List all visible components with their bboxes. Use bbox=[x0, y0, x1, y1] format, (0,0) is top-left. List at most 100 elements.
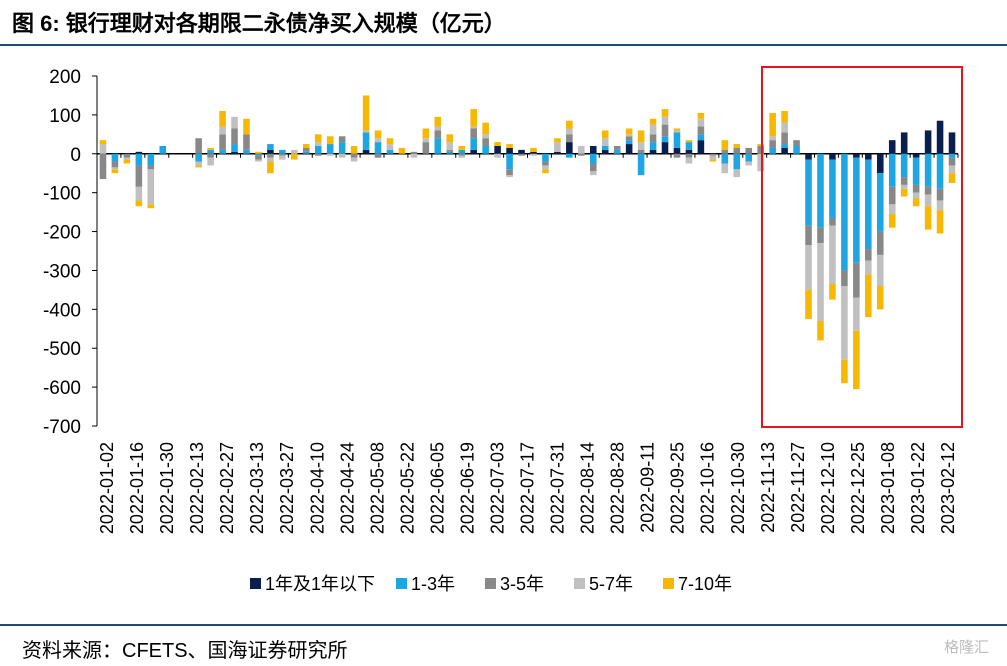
x-tick-label: 2022-11-13 bbox=[758, 442, 778, 533]
bar-segment bbox=[291, 153, 298, 160]
bar-segment bbox=[661, 124, 669, 137]
x-tick-label: 2022-01-02 bbox=[97, 442, 117, 534]
bar-segment bbox=[374, 142, 382, 154]
bar-segment bbox=[506, 144, 513, 148]
bar-segment bbox=[350, 146, 358, 154]
bar-segment bbox=[948, 173, 956, 183]
x-tick-label: 2023-01-08 bbox=[878, 442, 898, 534]
y-tick-label: -700 bbox=[43, 417, 81, 438]
bar-segment bbox=[362, 130, 370, 133]
bar-segment bbox=[518, 149, 525, 154]
bar-segment bbox=[865, 249, 872, 261]
bar-segment bbox=[458, 149, 466, 154]
bar-segment bbox=[900, 188, 908, 197]
bar-segment bbox=[888, 214, 896, 228]
bar-segment bbox=[231, 128, 238, 145]
x-tick-label: 2022-05-08 bbox=[367, 442, 387, 534]
bar-segment bbox=[649, 118, 657, 125]
bar-segment bbox=[924, 186, 932, 195]
bar-segment bbox=[434, 116, 442, 127]
bar-segment bbox=[566, 142, 573, 154]
bar-segment bbox=[900, 177, 908, 185]
bar-segment bbox=[374, 138, 382, 143]
bar-segment bbox=[195, 165, 202, 168]
bar-segment bbox=[482, 138, 489, 146]
bar-segment bbox=[697, 140, 705, 154]
x-tick-label: 2022-08-28 bbox=[608, 442, 628, 534]
bar-segment bbox=[374, 153, 382, 158]
source-rule bbox=[0, 624, 1007, 626]
bar-segment bbox=[769, 140, 776, 148]
bar-segment bbox=[900, 132, 908, 154]
legend-swatch bbox=[250, 578, 261, 589]
x-tick-label: 2022-07-17 bbox=[518, 442, 538, 534]
bar-segment bbox=[398, 147, 406, 154]
bar-segment bbox=[781, 144, 788, 148]
bar-segment bbox=[135, 186, 143, 201]
bar-segment bbox=[841, 153, 848, 271]
bar-segment bbox=[255, 155, 262, 160]
bar-segment bbox=[446, 134, 454, 143]
bar-segment bbox=[566, 120, 573, 129]
bar-segment bbox=[709, 159, 717, 162]
bar-segment bbox=[817, 153, 824, 228]
y-tick-label: -200 bbox=[43, 223, 81, 244]
bar-segment bbox=[865, 260, 872, 275]
bar-segment bbox=[649, 124, 657, 135]
bar-segment bbox=[219, 111, 226, 127]
bar-segment bbox=[267, 144, 274, 150]
bar-segment bbox=[601, 146, 609, 150]
bar-segment bbox=[314, 153, 322, 156]
bar-segment bbox=[195, 138, 202, 154]
bar-segment bbox=[279, 153, 286, 156]
bar-segment bbox=[613, 146, 621, 150]
y-tick-label: 200 bbox=[49, 67, 81, 88]
x-tick-label: 2022-04-10 bbox=[307, 442, 327, 534]
bar-segment bbox=[589, 171, 597, 176]
chart-axes: 200 100 0 -100 -200 -300 -400 -500 -600 -700 bbox=[43, 67, 959, 438]
bar-segment bbox=[482, 146, 489, 154]
bar-segment bbox=[721, 153, 729, 164]
bar-segment bbox=[147, 165, 155, 170]
bar-segment bbox=[769, 112, 776, 137]
x-tick-label: 2022-12-25 bbox=[848, 442, 868, 534]
bar-segment bbox=[434, 138, 442, 154]
bar-segment bbox=[267, 153, 274, 158]
y-tick-label: -500 bbox=[43, 339, 81, 360]
bar-segment bbox=[721, 149, 729, 154]
bar-segment bbox=[805, 245, 812, 290]
bar-segment bbox=[625, 136, 633, 141]
bar-segment bbox=[661, 136, 669, 143]
bar-segment bbox=[625, 128, 633, 135]
bar-segment bbox=[876, 173, 884, 232]
bar-segment bbox=[685, 140, 693, 143]
bar-segment bbox=[661, 142, 669, 154]
bar-segment bbox=[111, 153, 119, 162]
bar-segment bbox=[589, 153, 597, 164]
bar-segment bbox=[578, 146, 585, 154]
bar-segment bbox=[805, 153, 812, 160]
legend-swatch bbox=[574, 578, 585, 589]
bar-segment bbox=[99, 140, 107, 145]
chart-bars bbox=[99, 95, 956, 390]
bar-segment bbox=[434, 126, 442, 131]
bar-segment bbox=[805, 225, 812, 246]
bar-segment bbox=[386, 149, 394, 154]
bar-segment bbox=[637, 153, 645, 176]
x-tick-label: 2022-08-14 bbox=[578, 442, 598, 534]
bar-segment bbox=[805, 289, 812, 320]
bar-segment bbox=[589, 163, 597, 172]
bar-segment bbox=[721, 140, 729, 150]
highlight-box bbox=[761, 66, 963, 428]
bar-segment bbox=[542, 153, 549, 162]
bar-segment bbox=[601, 138, 609, 146]
bar-segment bbox=[231, 151, 238, 154]
bar-segment bbox=[948, 132, 956, 154]
bar-segment bbox=[446, 142, 454, 150]
bar-segment bbox=[470, 109, 477, 127]
x-tick-label: 2022-03-27 bbox=[277, 442, 297, 534]
x-tick-label: 2023-01-22 bbox=[908, 442, 928, 534]
bar-segment bbox=[625, 140, 633, 145]
bar-segment bbox=[876, 286, 884, 310]
bar-segment bbox=[781, 147, 788, 154]
